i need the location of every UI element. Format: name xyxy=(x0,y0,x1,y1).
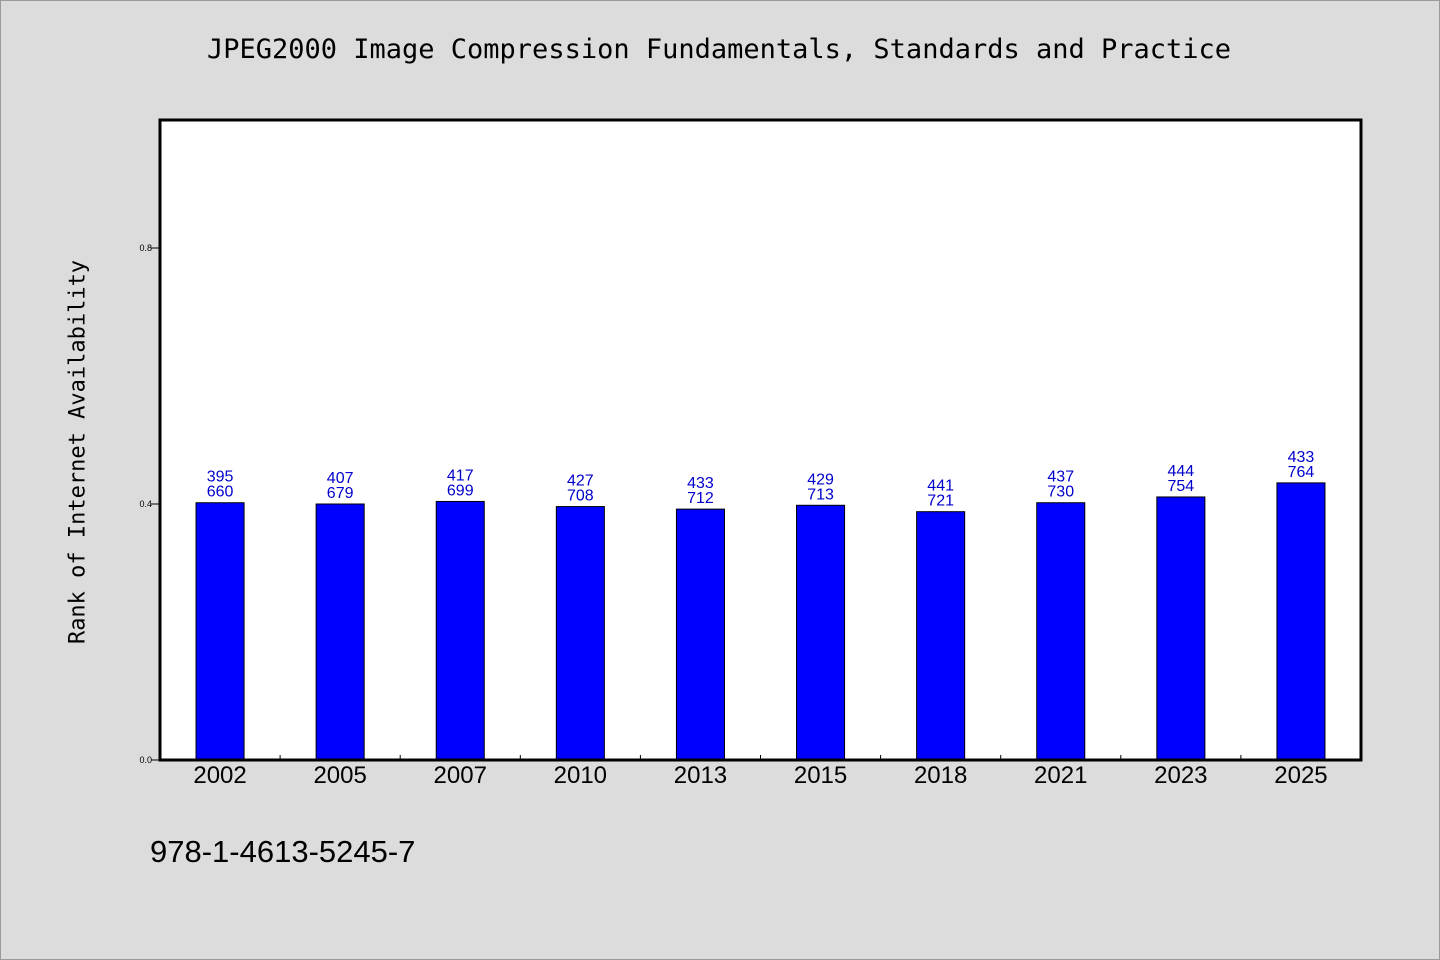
bar xyxy=(315,503,365,761)
plot-border xyxy=(158,118,1363,762)
x-tick-label: 2010 xyxy=(554,762,607,789)
bar-label-bottom: 699 xyxy=(447,482,474,499)
bar xyxy=(1276,482,1326,761)
bar-label-top: 437 xyxy=(1047,469,1074,486)
bar-label-top: 444 xyxy=(1167,463,1194,480)
y-tick-label: 0.8 xyxy=(139,243,152,253)
y-tick-label: 0.4 xyxy=(139,499,152,509)
bar xyxy=(435,500,485,761)
bar-label-top: 429 xyxy=(807,471,834,488)
bar xyxy=(796,504,846,761)
bar-label-top: 395 xyxy=(207,469,234,486)
bar-label-top: 433 xyxy=(687,475,714,492)
x-tick-label: 2025 xyxy=(1274,762,1327,789)
bar-label-bottom: 708 xyxy=(567,488,594,505)
bar-label-bottom: 754 xyxy=(1167,478,1194,495)
bar-label-bottom: 764 xyxy=(1288,464,1315,481)
bar-label-bottom: 713 xyxy=(807,486,834,503)
bar-label-bottom: 712 xyxy=(687,490,714,507)
bar-label-top: 417 xyxy=(447,467,474,484)
bar-label-top: 427 xyxy=(567,473,594,490)
bar xyxy=(916,511,966,761)
x-tick-label: 2018 xyxy=(914,762,967,789)
bar-label-top: 433 xyxy=(1288,449,1315,466)
x-tick-label: 2023 xyxy=(1154,762,1207,789)
x-tick-label: 2007 xyxy=(434,762,487,789)
x-tick-label: 2002 xyxy=(193,762,246,789)
bar-label-top: 407 xyxy=(327,470,354,487)
bar xyxy=(555,506,605,761)
isbn-label: 978-1-4613-5245-7 xyxy=(150,834,416,869)
chart-title: JPEG2000 Image Compression Fundamentals,… xyxy=(206,34,1232,65)
bar xyxy=(1036,502,1086,761)
x-tick-label: 2005 xyxy=(313,762,366,789)
x-tick-label: 2013 xyxy=(674,762,727,789)
y-tick-label: 0.0 xyxy=(139,755,152,765)
bar xyxy=(1156,496,1206,761)
bar-label-bottom: 730 xyxy=(1047,484,1074,501)
bar-label-bottom: 660 xyxy=(207,484,234,501)
bar-label-bottom: 721 xyxy=(927,493,954,510)
x-tick-label: 2015 xyxy=(794,762,847,789)
x-tick-label: 2021 xyxy=(1034,762,1087,789)
bar xyxy=(675,508,725,761)
bar xyxy=(195,502,245,761)
bar-label-top: 441 xyxy=(927,478,954,495)
bar-label-bottom: 679 xyxy=(327,485,354,502)
